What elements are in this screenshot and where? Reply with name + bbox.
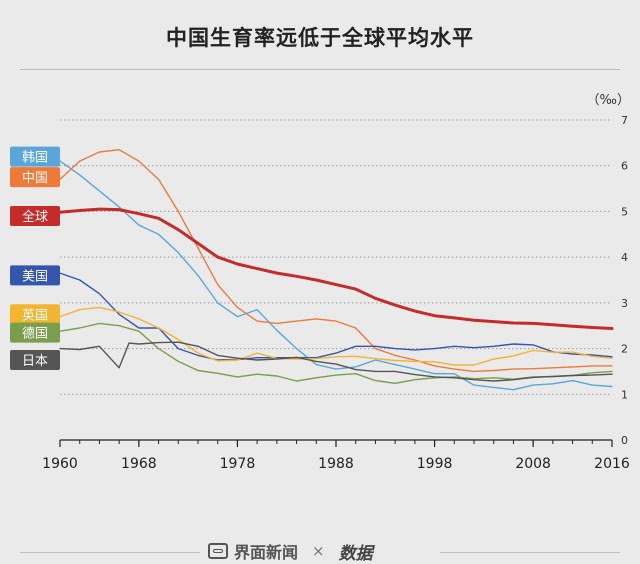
footer: 界面新闻 × 数据	[0, 536, 640, 564]
chart-title: 中国生育率远低于全球平均水平	[166, 26, 474, 50]
legend-item-美国: 美国	[10, 265, 60, 286]
footer-divider-right	[440, 552, 620, 553]
y-unit-label: （‰）	[587, 93, 630, 108]
legend-item-全球: 全球	[10, 206, 60, 226]
legend-swatch	[10, 206, 60, 226]
legend-label: 韩国	[22, 151, 48, 166]
legend-item-日本: 日本	[10, 350, 60, 370]
footer-divider-left	[20, 552, 200, 553]
x-tick-label: 1998	[417, 456, 453, 472]
legend-item-中国: 中国	[10, 167, 60, 188]
legend-item-英国: 英国	[10, 304, 60, 325]
x-tick-label: 1978	[220, 456, 256, 472]
y-tick-label: 5	[621, 205, 628, 218]
y-tick-label: 2	[621, 343, 628, 356]
series-line-韩国	[59, 160, 613, 391]
y-tick-label: 7	[621, 114, 628, 127]
footer-brand: 界面新闻 × 数据	[208, 540, 373, 564]
legend-label: 美国	[22, 269, 48, 284]
legend-swatch	[10, 265, 60, 286]
x-tick-label: 2008	[515, 456, 551, 472]
title-divider	[20, 69, 620, 70]
series-line-日本	[59, 341, 613, 382]
footer-partner-logo: 数据	[338, 543, 373, 564]
jiemian-logo-icon	[208, 543, 228, 559]
legend-item-韩国: 韩国	[10, 146, 60, 167]
series-line-美国	[59, 272, 613, 361]
legend-swatch	[10, 350, 60, 370]
legend-swatch	[10, 304, 60, 325]
y-tick-label: 3	[621, 297, 628, 310]
series-line-中国	[59, 149, 613, 373]
y-tick-label: 4	[621, 251, 628, 264]
footer-brand-name: 界面新闻	[234, 543, 299, 562]
legend-label: 德国	[22, 327, 48, 342]
x-tick-label: 2016	[594, 456, 630, 472]
series-line-全球	[58, 207, 614, 330]
fertility-line-chart: 0 1 2 3 4 5 6 7 （‰） 1960 1968 1978 1988 1998 2008 2016 韩…	[10, 93, 630, 472]
legend-label: 日本	[22, 354, 48, 369]
y-tick-label: 0	[621, 434, 628, 447]
legend-label: 全球	[22, 209, 48, 225]
footer-separator: ×	[312, 542, 325, 560]
legend-label: 中国	[22, 171, 48, 186]
x-tick-label: 1988	[318, 456, 354, 472]
legend-swatch	[10, 322, 60, 343]
legend-swatch	[10, 167, 60, 188]
legend-swatch	[10, 146, 60, 167]
y-tick-label: 1	[621, 388, 628, 401]
legend-item-德国: 德国	[10, 322, 60, 343]
legend-label: 英国	[22, 308, 48, 323]
x-tick-label: 1968	[121, 456, 157, 472]
y-tick-label: 6	[621, 160, 628, 173]
x-tick-label: 1960	[42, 456, 78, 472]
series-line-英国	[59, 306, 613, 366]
